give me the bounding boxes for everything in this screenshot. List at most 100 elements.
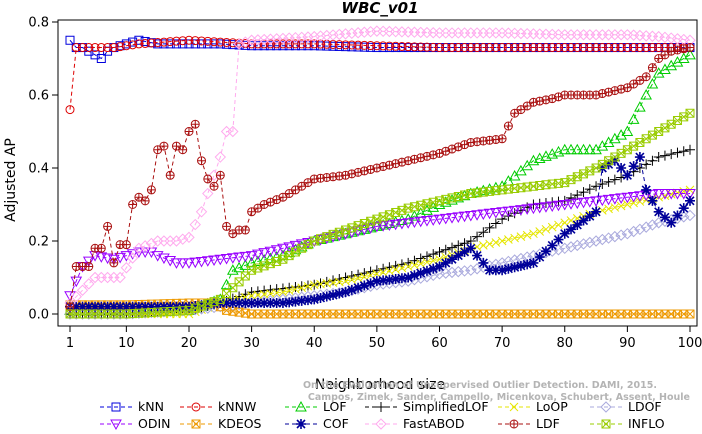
- data-point: [591, 206, 602, 217]
- legend-item: LOF: [285, 399, 347, 414]
- data-point: [677, 189, 690, 200]
- data-point: [685, 195, 695, 206]
- data-point: [508, 170, 521, 181]
- data-point: [245, 251, 258, 262]
- data-point: [264, 33, 277, 45]
- data-point: [685, 144, 695, 155]
- data-point: [496, 207, 508, 218]
- data-point: [540, 202, 552, 213]
- data-point: [271, 298, 282, 309]
- data-point: [527, 203, 540, 215]
- data-point: [621, 125, 634, 136]
- data-point: [504, 235, 513, 244]
- data-point: [334, 40, 344, 50]
- data-point: [203, 39, 213, 49]
- legend-marker: [191, 402, 201, 412]
- data-point: [583, 143, 596, 155]
- data-point: [464, 210, 477, 222]
- data-point: [441, 43, 451, 53]
- data-point: [428, 249, 439, 260]
- data-point: [239, 251, 252, 263]
- data-point: [245, 34, 258, 46]
- data-point: [71, 301, 82, 312]
- data-point: [447, 43, 457, 53]
- data-point: [283, 242, 296, 253]
- data-point: [491, 43, 501, 53]
- data-point: [290, 281, 301, 292]
- data-point: [609, 174, 620, 185]
- data-point: [189, 257, 202, 269]
- data-point: [358, 26, 371, 38]
- data-point: [428, 263, 439, 274]
- data-point: [571, 198, 584, 210]
- legend-marker: [110, 419, 122, 431]
- data-point: [622, 43, 632, 53]
- data-point: [133, 242, 145, 255]
- data-point: [608, 194, 621, 205]
- data-point: [284, 39, 294, 49]
- data-point: [416, 42, 426, 52]
- data-point: [366, 41, 376, 51]
- data-point: [371, 221, 383, 233]
- data-point: [472, 43, 482, 53]
- data-point: [503, 263, 514, 274]
- data-point: [408, 217, 421, 229]
- data-point: [646, 219, 659, 231]
- data-point: [566, 192, 577, 203]
- data-point: [641, 159, 652, 170]
- data-point: [128, 40, 138, 50]
- data-point: [297, 39, 307, 49]
- legend-item: kNNW: [180, 399, 256, 414]
- data-point: [571, 143, 584, 155]
- data-point: [502, 206, 515, 218]
- y-tick-label: 0.6: [28, 89, 49, 104]
- data-point: [577, 143, 590, 155]
- data-point: [302, 280, 313, 291]
- data-point: [641, 184, 652, 195]
- data-point: [685, 108, 695, 118]
- data-point: [508, 205, 521, 217]
- data-point: [321, 276, 332, 287]
- data-point: [115, 301, 126, 312]
- data-point: [140, 196, 150, 206]
- data-point: [101, 253, 114, 265]
- data-point: [609, 230, 621, 243]
- data-point: [671, 56, 684, 67]
- data-point: [214, 151, 227, 163]
- legend-marker: [375, 418, 387, 430]
- data-point: [115, 42, 125, 52]
- data-point: [290, 39, 300, 49]
- data-point: [535, 227, 545, 236]
- data-point: [409, 270, 420, 281]
- data-point: [239, 36, 252, 48]
- series-line: [70, 54, 691, 311]
- data-point: [397, 41, 407, 51]
- data-point: [546, 201, 559, 212]
- data-point: [252, 298, 263, 309]
- data-point: [284, 297, 295, 308]
- data-point: [283, 32, 295, 44]
- data-point: [571, 239, 583, 252]
- data-point: [635, 43, 645, 53]
- data-point: [352, 27, 364, 39]
- x-tick-label: 20: [181, 336, 198, 351]
- data-point: [139, 247, 152, 258]
- data-point: [653, 206, 664, 217]
- data-point: [477, 209, 490, 221]
- data-point: [277, 243, 289, 255]
- data-point: [590, 196, 602, 207]
- data-point: [209, 181, 219, 191]
- data-point: [640, 221, 652, 233]
- data-point: [584, 184, 595, 195]
- data-point: [516, 43, 526, 53]
- data-point: [497, 214, 508, 225]
- data-point: [233, 38, 245, 50]
- legend-label: FastABOD: [403, 416, 465, 431]
- data-point: [452, 265, 464, 278]
- data-point: [296, 295, 307, 306]
- data-point: [396, 273, 407, 284]
- data-point: [252, 249, 264, 261]
- data-point: [228, 38, 238, 48]
- data-point: [202, 299, 213, 310]
- data-point: [145, 237, 158, 250]
